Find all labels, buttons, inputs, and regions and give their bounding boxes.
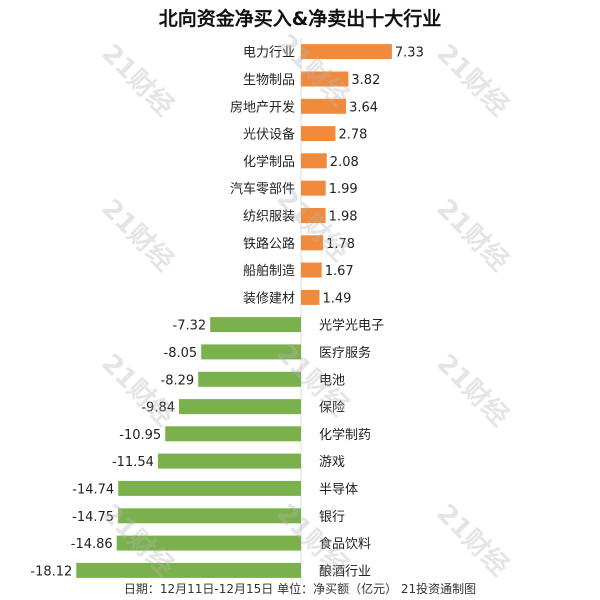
bar-5 [301, 180, 326, 196]
value-label-19: -18.12 [30, 564, 72, 579]
value-label-2: 3.64 [349, 100, 378, 115]
category-label-6: 纺织服装 [243, 210, 295, 225]
category-label-2: 房地产开发 [230, 99, 295, 115]
bar-0 [301, 44, 392, 60]
value-label-0: 7.33 [395, 46, 424, 61]
bar-2 [301, 98, 347, 114]
category-label-15: 游戏 [319, 455, 345, 470]
bar-13 [179, 399, 301, 415]
value-label-16: -14.74 [72, 482, 114, 497]
bar-15 [157, 453, 301, 469]
value-label-7: 1.78 [326, 237, 355, 252]
value-label-14: -10.95 [119, 428, 161, 443]
bar-19 [76, 562, 301, 578]
bar-18 [116, 535, 301, 551]
bar-1 [301, 71, 349, 87]
value-label-17: -14.75 [72, 510, 114, 525]
value-label-8: 1.67 [325, 264, 354, 279]
category-label-1: 生物制品 [243, 73, 295, 88]
value-label-4: 2.08 [330, 155, 359, 170]
category-label-5: 汽车零部件 [230, 181, 295, 197]
category-label-7: 铁路公路 [243, 236, 295, 252]
category-label-13: 保险 [319, 401, 345, 416]
category-label-17: 银行 [319, 510, 345, 525]
bar-14 [165, 426, 301, 442]
bar-6 [301, 208, 326, 223]
value-label-5: 1.99 [329, 182, 358, 197]
value-label-9: 1.49 [323, 291, 352, 306]
category-label-11: 医疗服务 [319, 345, 371, 361]
bar-11 [201, 344, 301, 360]
category-label-4: 化学制品 [243, 154, 295, 170]
category-label-0: 电力行业 [243, 46, 295, 61]
bar-12 [198, 371, 301, 387]
bar-7 [301, 235, 324, 251]
category-label-8: 船舶制造 [243, 263, 295, 279]
category-label-18: 食品饮料 [319, 536, 371, 552]
bar-9 [301, 289, 320, 305]
category-label-16: 半导体 [319, 482, 358, 497]
bar-16 [118, 480, 301, 496]
bar-8 [301, 262, 322, 278]
value-label-6: 1.98 [329, 210, 358, 225]
value-label-1: 3.82 [351, 73, 380, 88]
bar-3 [301, 126, 336, 142]
value-label-15: -11.54 [112, 455, 154, 470]
bar-17 [118, 508, 301, 524]
value-label-10: -7.32 [173, 319, 207, 334]
category-label-3: 光伏设备 [243, 127, 295, 143]
category-label-19: 酿酒行业 [319, 563, 371, 579]
value-label-12: -8.29 [161, 373, 195, 388]
bar-10 [210, 317, 301, 333]
bar-4 [301, 153, 327, 169]
value-label-11: -8.05 [164, 346, 198, 361]
category-label-14: 化学制药 [319, 427, 371, 443]
chart-footer: 日期：12月11日-12月15日 单位：净买额（亿元） 21投资通制图 [123, 582, 477, 596]
value-label-13: -9.84 [141, 401, 175, 416]
value-label-18: -14.86 [71, 537, 113, 552]
category-label-12: 电池 [319, 373, 345, 388]
category-label-9: 装修建材 [243, 291, 295, 306]
chart-title: 北向资金净买入&净卖出十大行业 [158, 8, 442, 30]
value-label-3: 2.78 [339, 128, 368, 143]
category-label-10: 光学光电子 [319, 318, 384, 334]
